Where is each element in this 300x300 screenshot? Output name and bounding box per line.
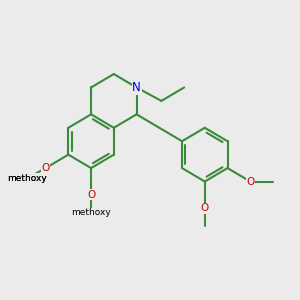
Text: methoxy: methoxy bbox=[71, 208, 111, 217]
Text: O: O bbox=[246, 176, 254, 187]
Text: O: O bbox=[41, 163, 50, 173]
Text: N: N bbox=[132, 81, 141, 94]
Text: methoxy: methoxy bbox=[7, 174, 47, 183]
Text: methoxy: methoxy bbox=[7, 174, 47, 183]
Text: O: O bbox=[87, 190, 95, 200]
Text: O: O bbox=[201, 203, 209, 213]
